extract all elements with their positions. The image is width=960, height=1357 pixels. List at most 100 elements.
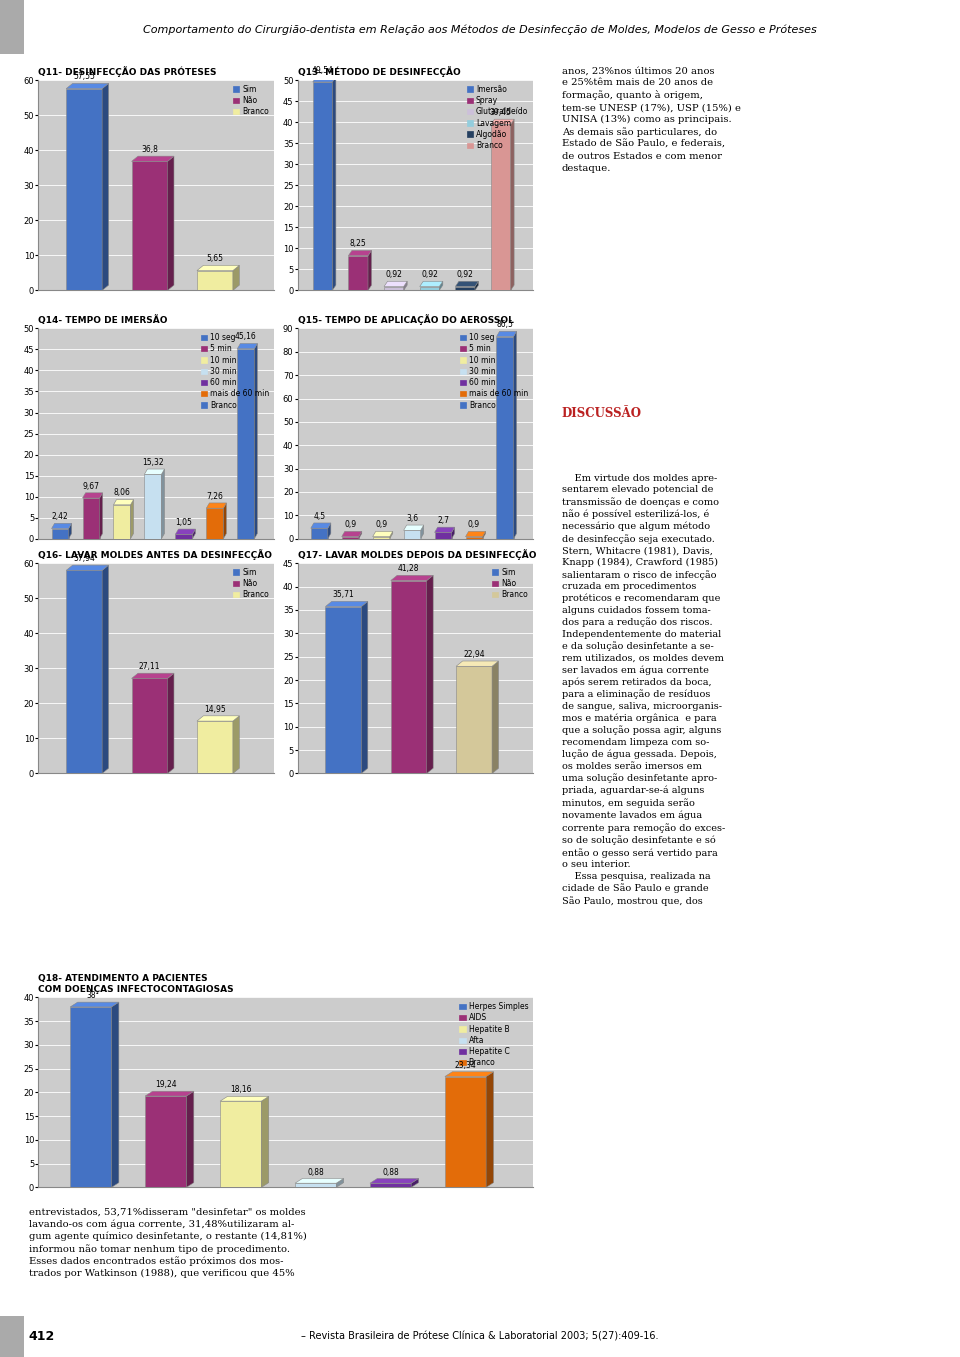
Polygon shape: [313, 77, 336, 81]
Polygon shape: [435, 527, 455, 532]
Polygon shape: [456, 661, 498, 666]
Text: 57,94: 57,94: [73, 554, 95, 563]
Text: entrevistados, 53,71%disseram "desinfetar" os moldes
lavando-os com água corrent: entrevistados, 53,71%disseram "desinfeta…: [29, 1208, 306, 1278]
Polygon shape: [131, 499, 133, 539]
Text: 23,34: 23,34: [455, 1061, 476, 1069]
Bar: [311, 528, 327, 539]
Text: 0,92: 0,92: [457, 270, 473, 280]
Bar: [176, 535, 192, 539]
Text: 38: 38: [86, 991, 96, 1000]
Polygon shape: [342, 532, 362, 536]
Polygon shape: [224, 503, 227, 539]
Polygon shape: [132, 673, 174, 678]
Bar: [295, 1183, 336, 1187]
Polygon shape: [145, 1091, 194, 1096]
Polygon shape: [197, 716, 239, 721]
Bar: [83, 498, 100, 539]
Text: Comportamento do Cirurgião-dentista em Relação aos Métodos de Desinfecção de Mol: Comportamento do Cirurgião-dentista em R…: [143, 24, 817, 35]
Polygon shape: [368, 251, 372, 290]
Text: 8,06: 8,06: [113, 489, 131, 498]
Text: Q14- TEMPO DE IMERSÃO: Q14- TEMPO DE IMERSÃO: [38, 315, 168, 324]
Polygon shape: [70, 1001, 119, 1007]
Polygon shape: [420, 525, 423, 539]
Polygon shape: [327, 522, 331, 539]
Text: 0,88: 0,88: [382, 1167, 399, 1177]
Text: 3,6: 3,6: [406, 514, 419, 522]
Polygon shape: [111, 1001, 119, 1187]
Text: 45,16: 45,16: [235, 332, 256, 342]
Bar: [391, 581, 426, 773]
Bar: [466, 536, 483, 539]
Polygon shape: [220, 1096, 269, 1101]
Polygon shape: [496, 331, 516, 337]
Bar: [0, 0, 24, 54]
Polygon shape: [420, 281, 443, 286]
Bar: [206, 508, 224, 539]
Text: 18,16: 18,16: [230, 1086, 252, 1095]
Legend: Imersão, Spray, Glutaraldeído, Lavagem, Algodão, Branco: Imersão, Spray, Glutaraldeído, Lavagem, …: [464, 81, 531, 153]
Text: DISCUSSÃO: DISCUSSÃO: [562, 407, 641, 419]
Text: 19,24: 19,24: [155, 1080, 177, 1090]
Legend: 10 seg, 5 min, 10 min, 30 min, 60 min, mais de 60 min, Branco: 10 seg, 5 min, 10 min, 30 min, 60 min, m…: [457, 330, 531, 413]
Text: 15,32: 15,32: [142, 457, 164, 467]
Polygon shape: [311, 522, 331, 528]
Bar: [455, 286, 475, 290]
Polygon shape: [325, 601, 368, 607]
Polygon shape: [206, 503, 227, 508]
Polygon shape: [514, 331, 516, 539]
Text: Q18- ATENDIMENTO A PACIENTES
COM DOENÇAS INFECTOCONTAGIOSAS: Q18- ATENDIMENTO A PACIENTES COM DOENÇAS…: [38, 974, 234, 993]
Text: 5,65: 5,65: [206, 254, 224, 263]
Legend: Sim, Não, Branco: Sim, Não, Branco: [230, 81, 272, 119]
Text: Q15- TEMPO DE APLICAÇÃO DO AEROSSOL: Q15- TEMPO DE APLICAÇÃO DO AEROSSOL: [298, 313, 514, 324]
Polygon shape: [52, 524, 72, 528]
Bar: [313, 81, 332, 290]
Text: 0,88: 0,88: [307, 1167, 324, 1177]
Polygon shape: [370, 1178, 419, 1183]
Polygon shape: [440, 281, 443, 290]
Polygon shape: [83, 493, 103, 498]
Text: 22,94: 22,94: [464, 650, 485, 660]
Text: 8,25: 8,25: [349, 239, 367, 248]
Polygon shape: [359, 532, 362, 539]
Polygon shape: [237, 343, 257, 349]
Bar: [70, 1007, 111, 1187]
Text: 57,55: 57,55: [73, 72, 95, 81]
Text: 86,5: 86,5: [496, 320, 514, 330]
Polygon shape: [113, 499, 133, 505]
Bar: [435, 532, 451, 539]
Bar: [66, 570, 102, 773]
Polygon shape: [161, 470, 164, 539]
Bar: [384, 286, 403, 290]
Polygon shape: [295, 1178, 344, 1183]
Text: 0,92: 0,92: [421, 270, 438, 280]
Bar: [403, 531, 420, 539]
Polygon shape: [403, 525, 423, 531]
Bar: [132, 161, 167, 290]
Text: 49,54: 49,54: [312, 65, 333, 75]
Polygon shape: [192, 529, 196, 539]
Bar: [420, 286, 440, 290]
Polygon shape: [261, 1096, 269, 1187]
Bar: [372, 536, 390, 539]
Bar: [132, 678, 167, 773]
Polygon shape: [466, 532, 486, 536]
Polygon shape: [491, 119, 515, 125]
Polygon shape: [403, 281, 407, 290]
Legend: Sim, Não, Branco: Sim, Não, Branco: [490, 565, 531, 603]
Bar: [197, 270, 233, 290]
Polygon shape: [486, 1072, 493, 1187]
Bar: [491, 125, 511, 290]
Bar: [444, 1076, 486, 1187]
Bar: [66, 88, 102, 290]
Bar: [456, 666, 492, 773]
Polygon shape: [348, 251, 372, 255]
Bar: [145, 1096, 186, 1187]
Polygon shape: [492, 661, 498, 773]
Polygon shape: [197, 266, 239, 270]
Polygon shape: [66, 565, 108, 570]
Legend: Sim, Não, Branco: Sim, Não, Branco: [230, 565, 272, 603]
Text: 9,67: 9,67: [83, 482, 100, 491]
Polygon shape: [233, 266, 239, 290]
Text: 2,42: 2,42: [52, 512, 68, 521]
Polygon shape: [233, 716, 239, 773]
